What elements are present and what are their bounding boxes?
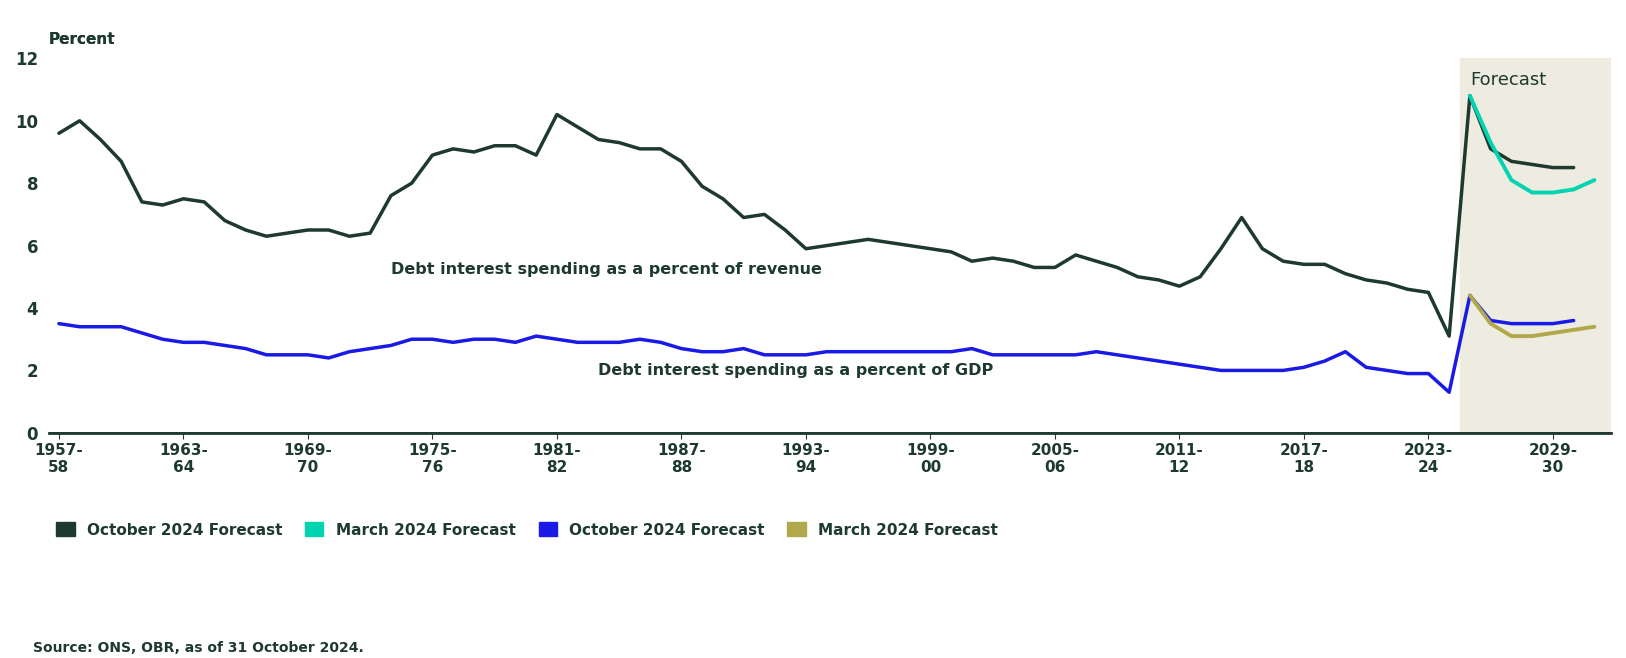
Legend: October 2024 Forecast, March 2024 Forecast, October 2024 Forecast, March 2024 Fo: October 2024 Forecast, March 2024 Foreca… xyxy=(57,522,998,538)
Text: Debt interest spending as a percent of revenue: Debt interest spending as a percent of r… xyxy=(390,262,821,276)
Bar xyxy=(1460,59,1611,433)
Text: Percent: Percent xyxy=(49,32,115,47)
Text: Debt interest spending as a percent of GDP: Debt interest spending as a percent of G… xyxy=(598,363,993,378)
Text: Source: ONS, OBR, as of 31 October 2024.: Source: ONS, OBR, as of 31 October 2024. xyxy=(33,641,363,655)
Text: Percent: Percent xyxy=(49,32,115,47)
Text: Forecast: Forecast xyxy=(1470,71,1546,89)
